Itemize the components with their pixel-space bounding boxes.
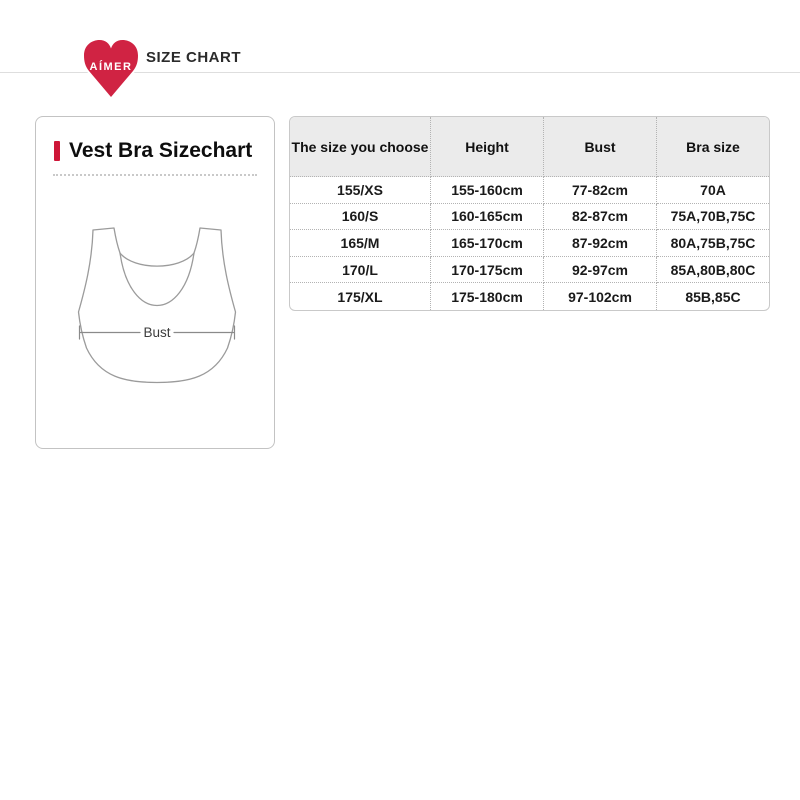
size-cell: 155-160cm: [431, 177, 544, 204]
size-cell: 87-92cm: [544, 230, 657, 257]
vest-outline: [77, 227, 237, 384]
panel-title: Vest Bra Sizechart: [69, 139, 253, 162]
size-cell: 70A: [657, 177, 769, 204]
size-cell: 85A,80B,80C: [657, 257, 769, 284]
size-cell: 97-102cm: [544, 283, 657, 310]
size-cell: 170/L: [290, 256, 431, 284]
size-cell: 85B,85C: [685, 288, 741, 305]
column-header-height: Height: [431, 117, 544, 177]
size-cell: 175/XL: [290, 283, 431, 310]
vest-diagram: Bust: [77, 227, 237, 384]
bust-measure-label: Bust: [143, 325, 170, 340]
page-title: SIZE CHART: [146, 49, 241, 66]
size-cell: 92-97cm: [544, 256, 657, 284]
size-cell: 175-180cm: [431, 283, 544, 310]
heart-icon: [82, 38, 140, 99]
size-cell: 75A,70B,75C: [657, 204, 769, 231]
vest-bra-panel: Vest Bra Sizechart Bust: [35, 116, 275, 449]
vest-front-neckline: [119, 252, 195, 307]
panel-title-row: Vest Bra Sizechart: [54, 139, 252, 163]
column-header-bust: Bust: [544, 117, 657, 177]
size-cell: 77-82cm: [544, 177, 657, 204]
size-table: The size you choose Height Bust Bra size…: [289, 116, 770, 311]
header-divider: [0, 72, 800, 73]
bust-measure-line: [78, 325, 236, 340]
size-cell: 165-170cm: [431, 230, 544, 257]
title-accent-bar: [54, 141, 60, 161]
size-cell: 165/M: [290, 230, 431, 257]
size-cell: 170-175cm: [431, 256, 544, 284]
size-cell: 160-165cm: [431, 203, 544, 231]
size-cell: 160/S: [290, 203, 431, 231]
size-cell: 82-87cm: [544, 203, 657, 231]
column-header-size: The size you choose: [290, 117, 431, 177]
brand-logo-text: AÍMER: [90, 60, 133, 73]
size-cell: 80A,75B,75C: [657, 230, 769, 257]
panel-title-separator: [53, 174, 257, 176]
size-cell: 155/XS: [290, 177, 431, 204]
column-header-bra: Bra size: [657, 117, 769, 177]
aimer-heart-logo-icon: AÍMER: [82, 38, 140, 99]
